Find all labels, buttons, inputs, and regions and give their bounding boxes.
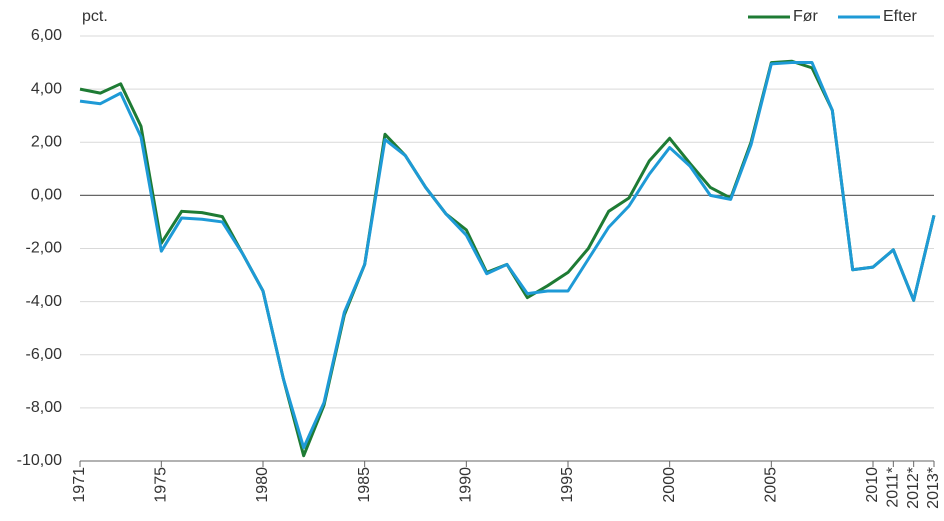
x-tick-label: 2005 <box>763 467 780 503</box>
x-tick-label: 1985 <box>356 467 373 503</box>
x-tick-label: 2011* <box>885 467 902 508</box>
y-tick-label: 2,00 <box>31 133 62 150</box>
y-tick-label: -2,00 <box>26 240 63 257</box>
data-line <box>79 61 936 450</box>
y-tick-label: -10,00 <box>17 452 62 469</box>
y-tick-label: 4,00 <box>31 80 62 97</box>
x-tick-label: 1971 <box>71 467 88 503</box>
legend-label: Efter <box>883 8 917 25</box>
x-tick-label: 1990 <box>458 467 475 503</box>
x-tick-label: 2013* <box>925 467 942 509</box>
x-tick-label: 1980 <box>254 467 271 503</box>
y-tick-label: 0,00 <box>31 187 62 204</box>
x-tick-label: 1995 <box>559 467 576 503</box>
x-tick-label: 2010 <box>864 467 881 503</box>
y-axis-label: pct. <box>82 8 108 25</box>
y-tick-label: -8,00 <box>26 399 63 416</box>
y-tick-label: -6,00 <box>26 346 63 363</box>
x-tick-label: 1975 <box>153 467 170 503</box>
x-tick-label: 2000 <box>661 467 678 503</box>
data-line <box>79 59 936 458</box>
y-tick-label: 6,00 <box>31 27 62 44</box>
legend-label: Før <box>793 8 819 25</box>
x-tick-label: 2012* <box>905 467 922 509</box>
y-tick-label: -4,00 <box>26 293 63 310</box>
